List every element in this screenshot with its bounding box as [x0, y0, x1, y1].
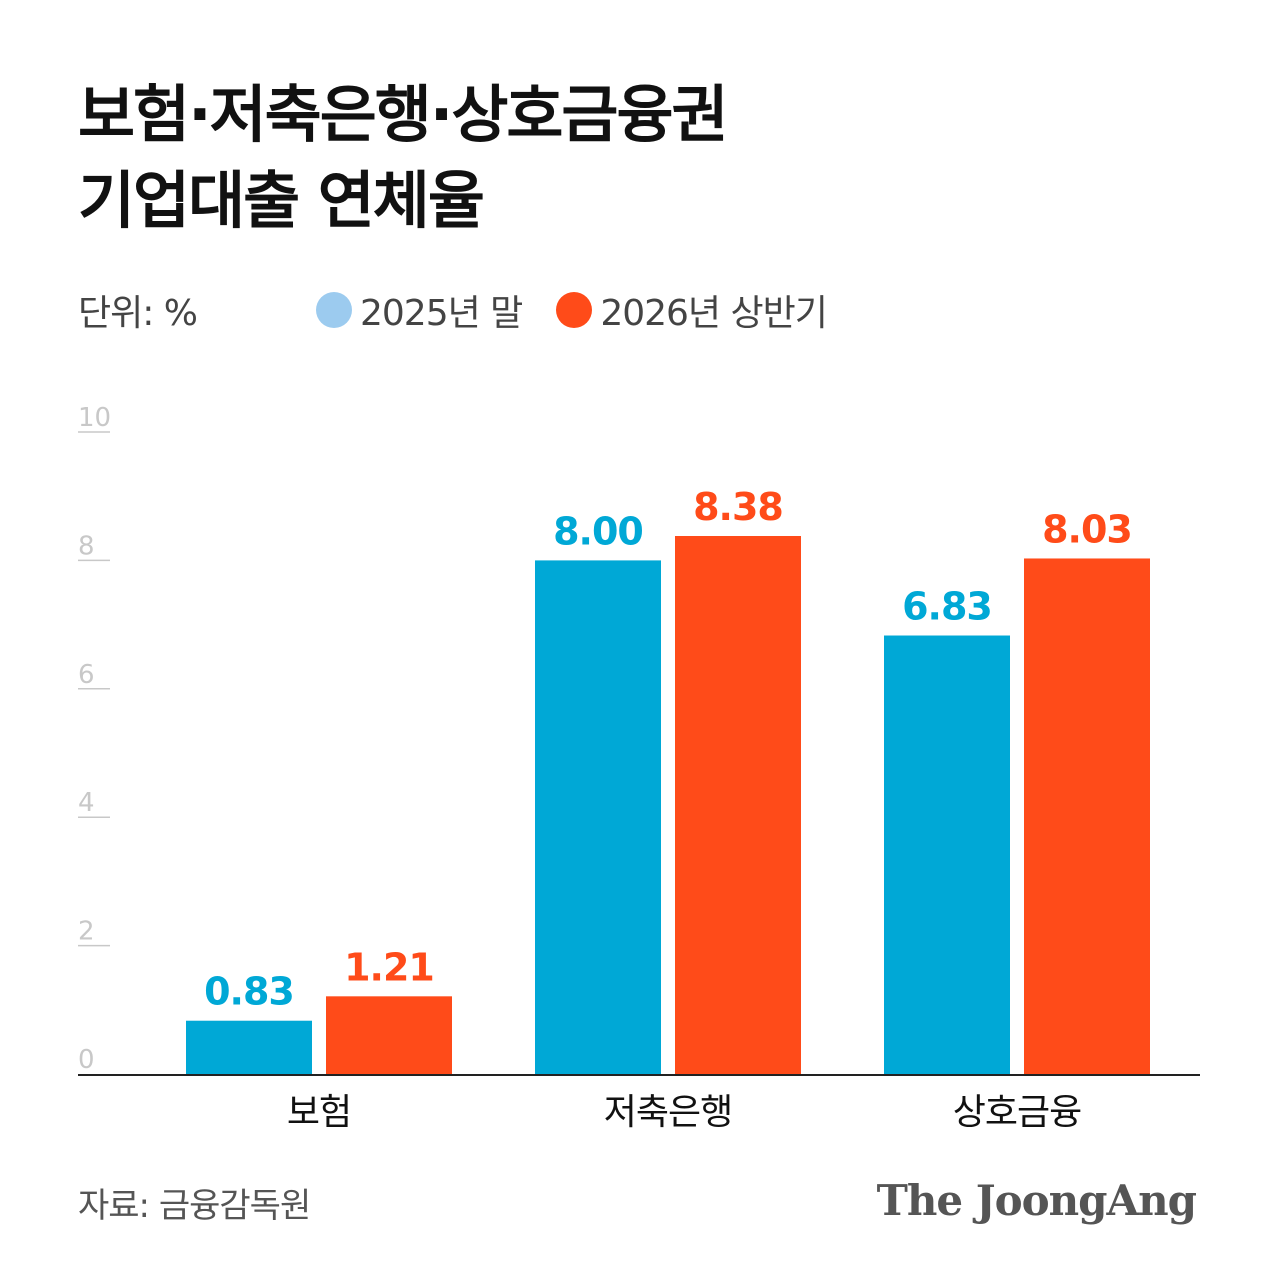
unit-label: 단위: %: [78, 293, 198, 334]
data-label: 0.83: [204, 970, 294, 1014]
data-label: 1.21: [344, 945, 434, 989]
y-tick-label: 8: [78, 531, 95, 561]
bar: [535, 560, 661, 1074]
bar: [675, 536, 801, 1074]
data-label: 8.03: [1042, 507, 1132, 551]
legend-row: 단위: % 2025년 말 2026년 상반기: [78, 282, 861, 338]
data-label: 6.83: [902, 585, 992, 629]
bar: [186, 1020, 312, 1074]
x-category-label: 상호금융: [953, 1092, 1081, 1133]
data-label: 8.38: [693, 485, 783, 529]
y-tick-label: 10: [78, 403, 111, 433]
bar: [884, 635, 1010, 1074]
y-tick-label: 6: [78, 660, 95, 690]
bar: [326, 996, 452, 1074]
x-category-label: 보험: [287, 1092, 351, 1133]
y-tick-label: 0: [78, 1045, 95, 1075]
x-category-label: 저축은행: [604, 1092, 732, 1133]
legend-label-2025: 2025년 말: [360, 293, 523, 334]
legend-label-2026: 2026년 상반기: [600, 293, 828, 334]
data-label: 8.00: [553, 509, 643, 553]
source-note: 자료: 금융감독원: [78, 1186, 311, 1226]
legend-item-2026: 2026년 상반기: [556, 284, 828, 336]
legend-dot-2025: [316, 292, 352, 328]
brand-logo: The JoongAng: [876, 1176, 1197, 1225]
bar-chart: 0 2 4 6 8 10 0.83 1.21 보험 8.00 8.38 저축은행 6.83 8.03 상호금…: [78, 403, 1200, 1133]
chart-title: 보험·저축은행·상호금융권 기업대출 연체율: [78, 72, 729, 244]
chart-title-line-1: 보험·저축은행·상호금융권: [78, 78, 729, 151]
y-tick-label: 4: [78, 788, 95, 818]
legend-dot-2026: [556, 292, 593, 328]
y-tick-label: 2: [78, 917, 95, 947]
legend-item-2025: 2025년 말: [316, 284, 523, 336]
chart-title-line-2: 기업대출 연체율: [78, 164, 485, 237]
bar: [1024, 558, 1150, 1074]
